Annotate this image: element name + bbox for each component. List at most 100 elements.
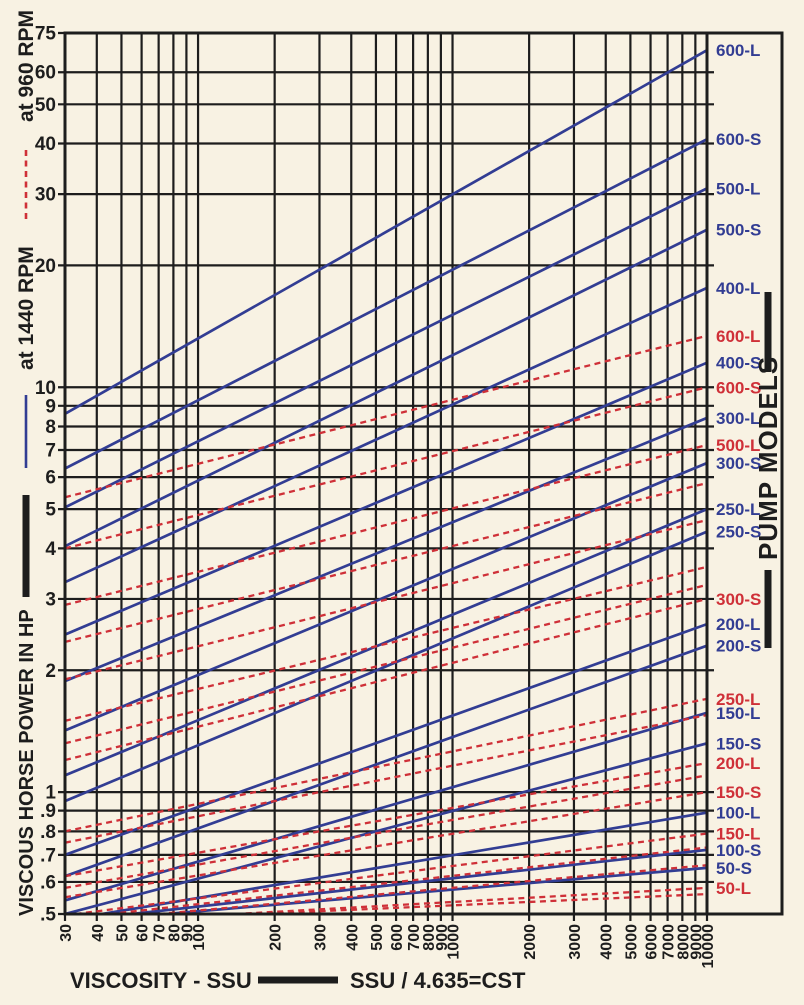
pump-curve-200-S-1440 xyxy=(65,644,707,878)
pump-curve-500-S-1440 xyxy=(65,228,707,548)
pump-curve-150-L-960 xyxy=(75,832,707,914)
x-tick-label: 60 xyxy=(135,924,152,942)
pump-curve-250-L-1440 xyxy=(65,507,707,777)
pump-curve-250-L-960 xyxy=(65,697,707,833)
curves-layer xyxy=(65,49,707,914)
pump-curve-400-S-960 xyxy=(65,565,707,722)
pump-model-label: 500-L xyxy=(716,436,760,455)
x-tick-label: 7000 xyxy=(661,924,678,960)
pump-model-label: 400-S xyxy=(716,354,761,373)
y-tick-label: 2 xyxy=(45,661,56,682)
x-conversion-note: SSU / 4.635=CST xyxy=(350,968,526,993)
pump-model-label: 250-L xyxy=(716,500,760,519)
pump-model-label: 600-L xyxy=(716,41,760,60)
x-tick-label: 500 xyxy=(369,924,386,951)
x-tick-label: 800 xyxy=(421,924,438,951)
pump-curve-100-L-960 xyxy=(109,846,707,914)
pump-model-label: 300-S xyxy=(716,590,761,609)
x-tick-label: 10000 xyxy=(700,924,717,969)
pump-model-label: 150-L xyxy=(716,704,760,723)
pump-curve-150-S-1440 xyxy=(65,742,707,914)
x-tick-label: 4000 xyxy=(599,924,616,960)
pump-model-label: 500-S xyxy=(716,221,761,240)
pump-curve-500-L-960 xyxy=(65,443,707,607)
x-tick-label: 700 xyxy=(406,924,423,951)
pump-curve-200-S-960 xyxy=(65,774,707,890)
pump-model-label: 300-L xyxy=(716,409,760,428)
pump-curve-200-L-1440 xyxy=(65,622,707,857)
pump-curve-600-L-960 xyxy=(65,334,707,499)
pump-curve-250-S-1440 xyxy=(65,530,707,803)
pump-curve-100-S-1440 xyxy=(131,848,707,914)
grid-layer xyxy=(58,31,714,921)
pump-model-label: 100-L xyxy=(716,804,760,823)
x-tick-label: 90 xyxy=(179,924,196,942)
y-tick-label: 9 xyxy=(45,396,56,417)
chart-outer-border xyxy=(63,31,784,916)
pump-model-label: 50-S xyxy=(716,859,752,878)
pump-curve-50-S-960 xyxy=(256,892,707,914)
legend-1440-rpm-label: at 1440 RPM xyxy=(15,246,38,370)
x-tick-label: 3000 xyxy=(567,924,584,960)
pump-curve-300-S-1440 xyxy=(65,461,707,732)
x-tick-label: 600 xyxy=(389,924,406,951)
y-tick-label: 75 xyxy=(35,24,57,45)
pump-model-label: 200-L xyxy=(716,615,760,634)
pump-curve-250-S-960 xyxy=(65,713,707,844)
pump-model-label: 500-L xyxy=(716,179,760,198)
y-tick-label: 3 xyxy=(45,589,56,610)
x-tick-label: 1000 xyxy=(446,924,463,960)
y-tick-label: 4 xyxy=(45,539,56,560)
y-tick-label: 50 xyxy=(35,95,56,116)
pump-curve-100-S-960 xyxy=(158,864,707,914)
y-tick-label: .9 xyxy=(40,801,56,822)
x-tick-label: 900 xyxy=(434,924,451,951)
pump-model-label: 250-S xyxy=(716,523,761,542)
y-tick-label: 7 xyxy=(45,440,56,461)
pump-curve-600-S-960 xyxy=(65,386,707,550)
x-tick-label: 8000 xyxy=(675,924,692,960)
y-axis-title: VISCOUS HORSE POWER IN HP xyxy=(16,609,38,916)
y-tick-label: .6 xyxy=(40,872,56,893)
y-tick-label: 60 xyxy=(35,63,56,84)
model-labels-layer: 600-L 600-S 500-L 500-S 400-L 600-L 400-S 600-S… xyxy=(716,41,761,898)
y-tick-label: 40 xyxy=(35,134,56,155)
pump-model-label: 250-L xyxy=(716,690,760,709)
y-tick-label: 5 xyxy=(45,500,56,521)
pump-model-label: 600-S xyxy=(716,378,761,397)
pump-curve-500-L-1440 xyxy=(65,187,707,509)
frame-layer xyxy=(63,31,784,916)
pump-curve-300-S-960 xyxy=(65,597,707,762)
y-tick-label: 30 xyxy=(35,185,56,206)
y-tick-label: 20 xyxy=(35,256,56,277)
pump-curve-150-L-1440 xyxy=(65,711,707,902)
y-tick-label: 1 xyxy=(45,783,56,804)
x-tick-label: 40 xyxy=(90,924,107,942)
pump-models-title: PUMP MODELS xyxy=(753,356,783,560)
y-tick-label: 6 xyxy=(45,468,56,489)
pump-curve-400-S-1440 xyxy=(65,361,707,636)
pump-curve-400-L-960 xyxy=(65,518,707,681)
pump-curve-500-S-960 xyxy=(65,481,707,644)
x-tick-label: 100 xyxy=(191,924,208,951)
y-tick-label: .5 xyxy=(40,905,56,926)
pump-model-label: 200-S xyxy=(716,637,761,656)
pump-model-label: 100-S xyxy=(716,841,761,860)
y-tick-label: 8 xyxy=(45,417,56,438)
x-tick-label: 5000 xyxy=(623,924,640,960)
pump-curve-150-S-960 xyxy=(65,790,707,899)
x-axis-title: VISCOSITY - SSU xyxy=(70,968,252,993)
pump-model-label: 600-L xyxy=(716,327,760,346)
y-tick-label: 10 xyxy=(35,378,56,399)
x-tick-label: 2000 xyxy=(522,924,539,960)
pump-model-label: 200-L xyxy=(716,754,760,773)
x-tick-label: 30 xyxy=(58,924,75,942)
legend-960-rpm-label: at 960 RPM xyxy=(15,10,38,122)
x-tick-label: 80 xyxy=(166,924,183,942)
y-tick-label: .7 xyxy=(40,845,56,866)
pump-model-label: 50-L xyxy=(716,879,751,898)
x-tick-label: 9000 xyxy=(688,924,705,960)
pump-curve-400-L-1440 xyxy=(65,286,707,584)
